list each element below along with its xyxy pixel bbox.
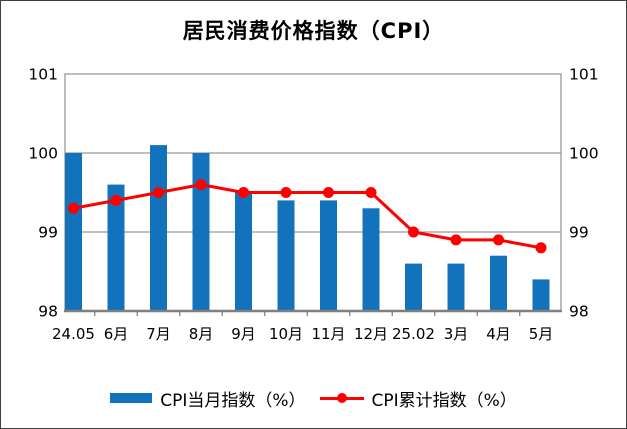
- bar-series-swatch-icon: [110, 393, 153, 403]
- bar-12月: [362, 208, 380, 311]
- bar-5月: [532, 279, 550, 311]
- line-marker-9月: [238, 187, 249, 198]
- y-axis-label-right: 100: [569, 145, 599, 163]
- bar-11月: [320, 200, 337, 311]
- line-series: [73, 183, 542, 250]
- y-axis-label-left: 100: [28, 145, 58, 163]
- x-axis-label: 10月: [269, 325, 303, 343]
- line-marker-3月: [450, 234, 462, 246]
- y-axis-label-right: 99: [569, 224, 589, 242]
- line-marker-12月: [365, 187, 377, 198]
- x-axis-label: 12月: [354, 325, 388, 343]
- y-axis-label-right: 101: [569, 66, 599, 84]
- line-marker-11月: [323, 187, 334, 198]
- x-axis-label: 6月: [104, 325, 129, 343]
- legend-label-line-series: CPI累计指数（%）: [371, 390, 517, 411]
- line-marker-8月: [195, 179, 207, 191]
- legend: CPI当月指数（%） CPI累计指数（%）: [1, 384, 626, 412]
- x-axis-label: 8月: [189, 325, 214, 343]
- line-marker-6月: [110, 194, 122, 206]
- y-axis-label-left: 101: [28, 66, 58, 84]
- line-series-swatch-icon: [319, 392, 364, 404]
- bar-25.02: [405, 263, 422, 311]
- legend-label-bar-series: CPI当月指数（%）: [160, 390, 306, 411]
- x-axis-label: 9月: [231, 325, 256, 343]
- bar-8月: [192, 153, 210, 311]
- bar-7月: [150, 145, 167, 311]
- y-axis-label-right: 98: [569, 303, 589, 321]
- y-axis-label-left: 98: [38, 303, 58, 321]
- legend-item-bar-series: CPI当月指数（%）: [110, 386, 306, 411]
- plot-area: 98 99 100 101 98 99 100 101 24.05 6月 7月 8月 9月 10月 11月 1…: [28, 66, 599, 344]
- line-marker-4月: [493, 234, 504, 246]
- bar-10月: [277, 200, 295, 311]
- line-marker-5月: [535, 242, 547, 254]
- line-marker-7月: [153, 187, 164, 198]
- line-marker-25.02: [408, 226, 419, 238]
- x-axis-label: 25.02: [392, 325, 435, 343]
- bar-24.05: [65, 153, 82, 311]
- chart-title: 居民消费价格指数（CPI）: [182, 19, 445, 43]
- x-axis-label: 5月: [529, 325, 554, 343]
- x-axis-label: 3月: [444, 325, 469, 343]
- x-axis-label: 4月: [486, 325, 511, 343]
- legend-item-line-series: CPI累计指数（%）: [319, 386, 517, 411]
- line-marker-24.05: [68, 202, 79, 214]
- x-axis-label: 24.05: [52, 325, 95, 343]
- bar-6月: [107, 184, 125, 311]
- bar-4月: [490, 255, 507, 311]
- bar-9月: [235, 192, 252, 311]
- line-marker-10月: [280, 187, 292, 198]
- y-axis-label-left: 99: [38, 224, 58, 242]
- x-axis-label: 7月: [146, 325, 171, 343]
- bar-3月: [447, 263, 465, 311]
- x-axis-label: 11月: [311, 325, 345, 343]
